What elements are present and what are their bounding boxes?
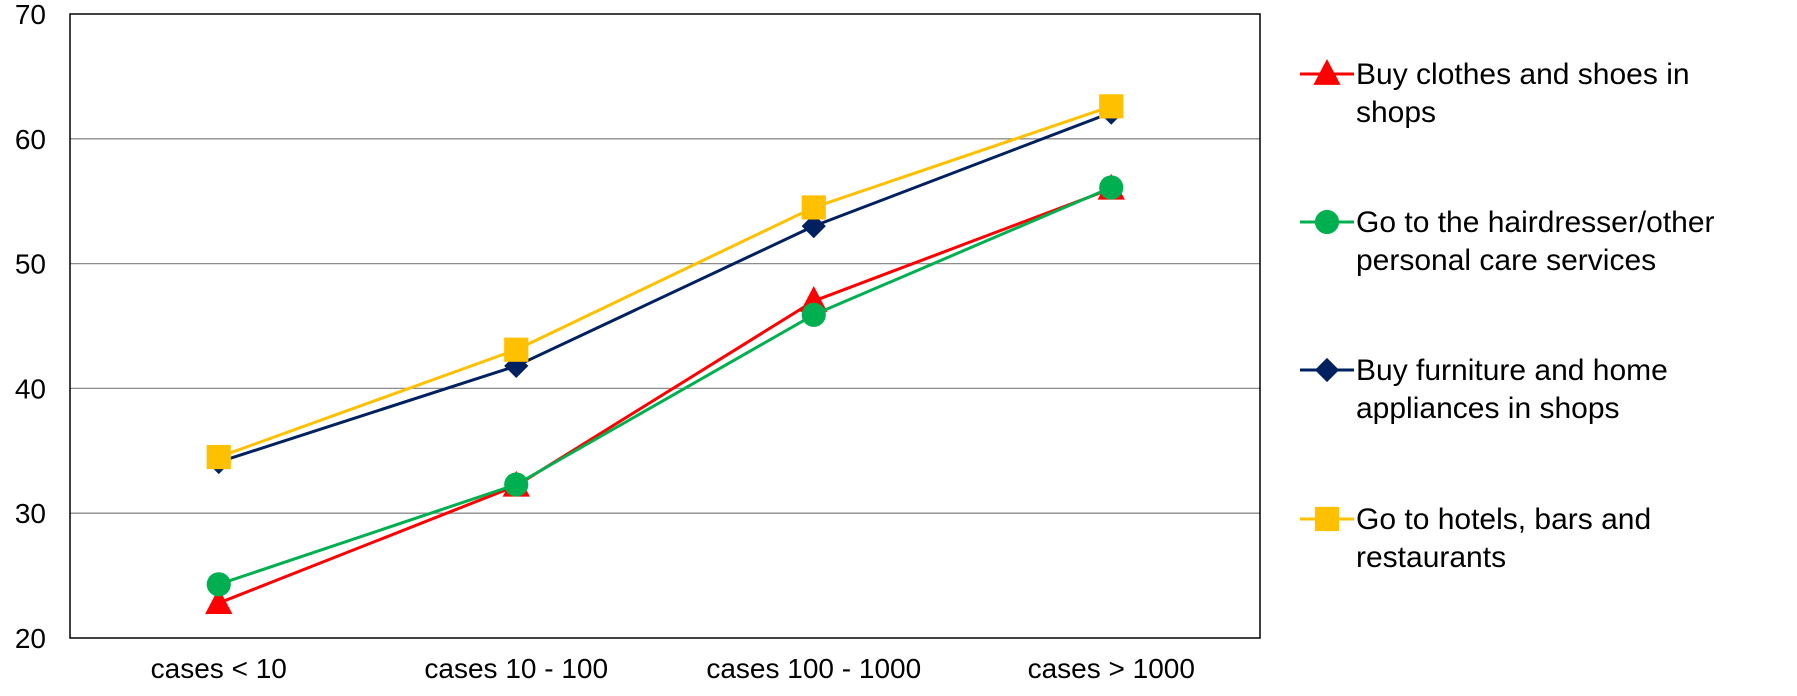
y-axis-tick-labels: 20 30 40 50 60 70 xyxy=(15,0,46,654)
data-point xyxy=(504,337,529,362)
series-2 xyxy=(206,175,1124,597)
y-tick-label: 20 xyxy=(15,623,46,654)
data-point xyxy=(205,588,233,614)
data-point xyxy=(801,302,826,327)
legend-item: Go to hotels, bars and restaurants xyxy=(1300,503,1651,574)
series-line xyxy=(218,104,1112,459)
series-lines xyxy=(205,94,1125,614)
series-line xyxy=(218,111,1112,464)
y-tick-label: 40 xyxy=(15,373,46,404)
series-3 xyxy=(206,100,1124,475)
legend-marker xyxy=(1314,357,1340,383)
series-4 xyxy=(206,94,1124,470)
data-point xyxy=(801,214,826,239)
legend-marker xyxy=(1314,506,1340,532)
data-point xyxy=(801,195,826,220)
data-point xyxy=(206,572,231,597)
legend-label: Buy clothes and shoes in xyxy=(1356,58,1690,91)
gridlines xyxy=(70,138,1260,514)
legend-label: Go to hotels, bars and xyxy=(1356,503,1651,536)
y-tick-label: 50 xyxy=(15,249,46,280)
data-point xyxy=(1099,94,1124,119)
x-tick-label: cases 100 - 1000 xyxy=(706,653,921,684)
legend-label: personal care services xyxy=(1356,244,1656,277)
x-axis-tick-labels: cases < 10 cases 10 - 100 cases 100 - 1000… xyxy=(151,653,1195,684)
y-tick-label: 60 xyxy=(15,124,46,155)
legend-marker xyxy=(1313,58,1341,85)
legend-label: shops xyxy=(1356,96,1436,129)
data-point xyxy=(504,472,529,497)
x-tick-label: cases < 10 xyxy=(151,653,287,684)
y-tick-label: 30 xyxy=(15,498,46,529)
legend: Buy clothes and shoes in shops Go to the h… xyxy=(1300,58,1715,574)
y-tick-label: 70 xyxy=(15,0,46,30)
legend-item: Buy furniture and home appliances in shop… xyxy=(1300,354,1668,425)
legend-label: appliances in shops xyxy=(1356,392,1620,425)
x-tick-label: cases 10 - 100 xyxy=(424,653,608,684)
legend-label: Buy furniture and home xyxy=(1356,354,1668,387)
legend-marker xyxy=(1314,209,1340,235)
data-point xyxy=(504,353,529,379)
legend-label: Go to the hairdresser/other xyxy=(1356,206,1715,239)
legend-label: restaurants xyxy=(1356,541,1506,574)
x-tick-label: cases > 1000 xyxy=(1028,653,1195,684)
series-line xyxy=(218,187,1112,605)
data-point xyxy=(1099,175,1124,200)
series-line xyxy=(218,186,1112,586)
legend-item: Go to the hairdresser/other personal care… xyxy=(1300,206,1715,277)
legend-item: Buy clothes and shoes in shops xyxy=(1300,58,1690,129)
data-point xyxy=(206,444,231,470)
plot-area xyxy=(69,13,1261,639)
